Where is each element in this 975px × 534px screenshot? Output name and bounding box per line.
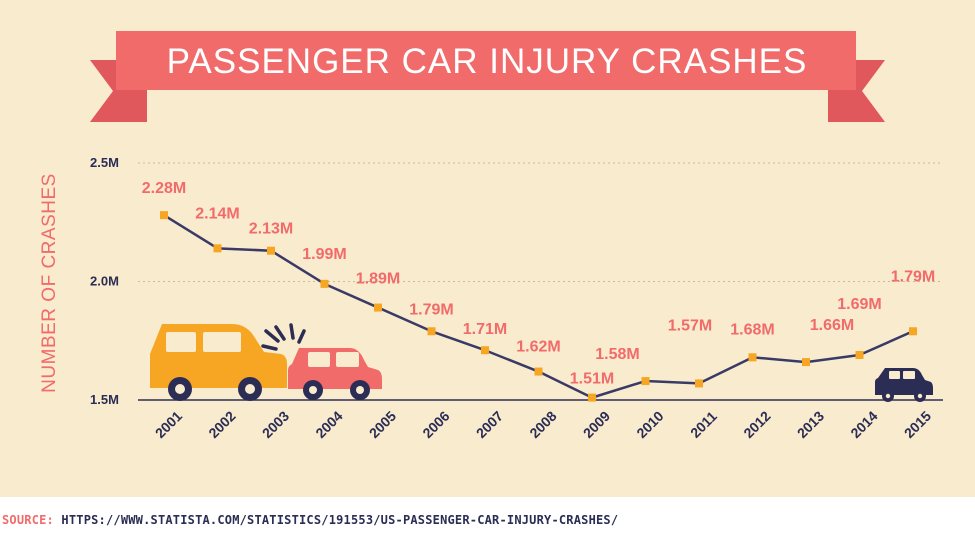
data-label: 1.79M <box>891 268 935 285</box>
x-tick-label: 2004 <box>312 408 345 441</box>
x-tick-label: 2002 <box>205 408 238 441</box>
data-label: 1.68M <box>730 321 774 338</box>
data-point <box>427 327 436 336</box>
data-label: 1.66M <box>810 317 854 334</box>
data-point <box>748 353 757 362</box>
data-point <box>374 303 382 312</box>
x-tick-label: 2010 <box>633 408 666 441</box>
source-url[interactable]: HTTPS://WWW.STATISTA.COM/STATISTICS/1915… <box>61 513 619 527</box>
x-tick-label: 2003 <box>259 408 292 441</box>
data-label: 1.71M <box>463 321 507 338</box>
plot-area: 2.5M 2.0M 1.5M 2001 2002 2003 2004 2005 2006 2007… <box>90 155 943 441</box>
data-point <box>160 211 168 220</box>
data-label: 1.57M <box>668 317 712 334</box>
y-axis-label: NUMBER OF CRASHES <box>39 173 60 393</box>
x-tick-label: 2007 <box>473 408 506 441</box>
yellow-car-icon <box>150 324 287 401</box>
x-tick-label: 2009 <box>580 408 613 441</box>
data-point <box>695 379 703 388</box>
x-tick-label: 2006 <box>419 408 452 441</box>
data-point <box>855 350 864 359</box>
y-tick-label: 2.5M <box>90 155 119 170</box>
data-point <box>213 244 222 253</box>
x-tick-label: 2015 <box>901 408 934 441</box>
data-point <box>320 279 329 288</box>
x-tick-label: 2013 <box>794 408 827 441</box>
data-label: 1.79M <box>409 301 453 318</box>
data-point <box>534 367 543 376</box>
data-point <box>802 358 810 367</box>
title-banner: PASSENGER CAR INJURY CRASHES <box>90 31 885 122</box>
data-label: 1.62M <box>516 339 560 356</box>
data-point <box>267 246 275 255</box>
data-label: 2.28M <box>142 180 186 197</box>
data-label: 1.99M <box>302 246 346 263</box>
x-tick-label: 2005 <box>366 408 399 441</box>
source-note: SOURCE: HTTPS://WWW.STATISTA.COM/STATIST… <box>2 513 618 527</box>
data-label: 1.89M <box>356 271 400 288</box>
data-point <box>909 327 917 336</box>
data-point <box>481 346 489 355</box>
red-car-icon <box>288 348 382 400</box>
data-label: 1.58M <box>595 346 639 363</box>
x-tick-label: 2008 <box>526 408 559 441</box>
data-point <box>588 393 596 402</box>
source-label: SOURCE: <box>2 513 54 527</box>
data-label: 2.14M <box>195 205 239 222</box>
x-tick-label: 2014 <box>847 408 880 441</box>
data-label: 1.51M <box>570 371 614 388</box>
data-label: 2.13M <box>249 221 293 238</box>
data-label: 1.69M <box>837 296 881 313</box>
crash-burst-icon <box>261 323 306 351</box>
chart-svg: PASSENGER CAR INJURY CRASHES NUMBER OF C… <box>39 31 943 441</box>
chart-title: PASSENGER CAR INJURY CRASHES <box>167 42 808 81</box>
y-tick-label: 2.0M <box>90 274 119 289</box>
navy-car-icon <box>875 368 933 402</box>
x-tick-label: 2001 <box>152 408 185 441</box>
x-tick-label: 2011 <box>687 408 720 441</box>
x-tick-label: 2012 <box>740 408 773 441</box>
data-point <box>641 377 650 386</box>
y-tick-label: 1.5M <box>90 392 119 407</box>
banner-ribbon <box>116 31 856 90</box>
